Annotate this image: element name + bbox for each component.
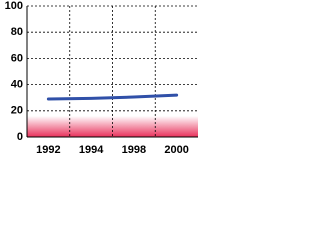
y-tick-label: 80 [11, 26, 23, 38]
chart: 0 20 40 60 80 100 1992 1994 1998 2000 [5, 0, 198, 156]
y-tick-label: 60 [11, 52, 23, 64]
y-tick-label: 0 [17, 131, 23, 143]
y-tick-label: 20 [11, 105, 23, 117]
line-series [46, 93, 179, 101]
x-tick-label: 2000 [164, 144, 188, 156]
x-tick-label: 1998 [122, 144, 146, 156]
x-tick-label: 1992 [36, 144, 60, 156]
y-tick-label: 40 [11, 79, 23, 91]
x-tick-label: 1994 [79, 144, 104, 156]
y-tick-label: 100 [5, 0, 23, 12]
